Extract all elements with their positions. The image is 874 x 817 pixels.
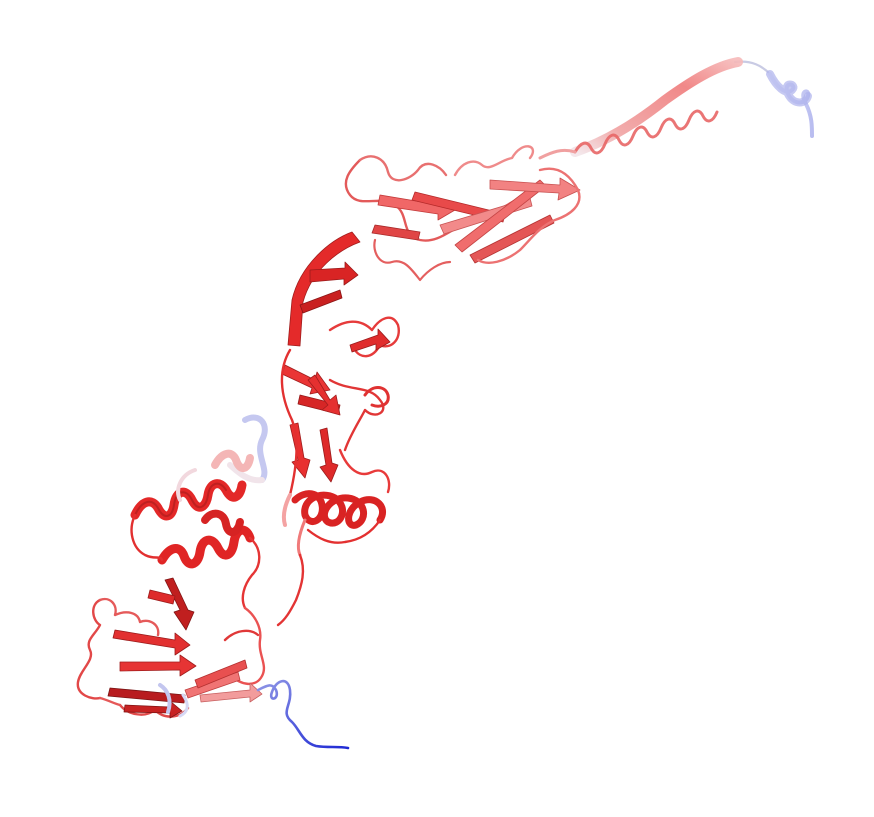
lower-beta-domain [78,599,264,718]
upper-beta-domain [346,146,580,280]
lower-helix-domain [132,454,260,630]
long-helix [540,62,738,158]
central-beta-domain [282,232,399,495]
central-helix [284,494,383,555]
c-terminal-tail [735,62,812,136]
n-terminal-tail [258,681,348,748]
